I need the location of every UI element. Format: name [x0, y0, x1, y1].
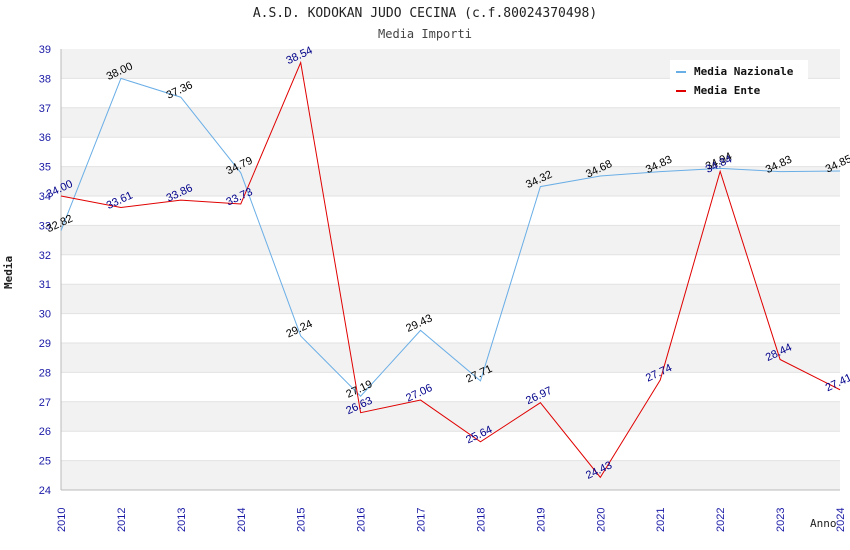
x-tick-label: 2021	[655, 508, 667, 532]
x-tick-label: 2013	[176, 508, 188, 532]
x-tick-label: 2019	[535, 508, 547, 532]
grid-band	[61, 431, 840, 461]
x-tick-label: 2020	[595, 508, 607, 532]
legend-swatch-nazionale	[676, 70, 686, 73]
x-tick-label: 2014	[236, 508, 248, 532]
series-line-0	[60, 77, 841, 397]
y-tick-label: 34	[39, 191, 51, 203]
y-tick-label: 24	[39, 485, 51, 497]
grid-band	[61, 401, 840, 432]
y-tick-label: 37	[39, 103, 51, 115]
x-tick-label: 2017	[416, 508, 428, 532]
grid-band	[61, 254, 840, 285]
y-tick-label: 28	[39, 367, 51, 379]
grid-band	[61, 107, 840, 138]
grid-band	[61, 313, 840, 343]
x-tick-label: 2018	[475, 508, 487, 532]
y-tick-label: 31	[39, 279, 51, 291]
chart-subtitle: Media Importi	[378, 27, 472, 41]
legend-label-ente: Media Ente	[694, 84, 761, 97]
y-axis-label: Media	[2, 255, 15, 289]
legend: Media Nazionale Media Ente	[670, 60, 808, 100]
legend-item-nazionale: Media Nazionale	[676, 65, 793, 78]
grid-band	[61, 137, 840, 167]
x-tick-label: 2010	[56, 508, 68, 532]
y-tick-labels: 24 25 26 27 28 29 30 31 32 33 34 35 36 37 38 39	[39, 44, 51, 497]
series-line-1	[60, 60, 841, 479]
legend-label-nazionale: Media Nazionale	[694, 65, 794, 78]
x-axis-label: Anno	[810, 517, 837, 530]
x-tick-label: 2012	[116, 508, 128, 532]
series-lines	[60, 60, 841, 479]
y-tick-label: 30	[39, 309, 51, 321]
y-tick-label: 36	[39, 132, 51, 144]
y-tick-label: 25	[39, 456, 51, 468]
x-tick-label: 2016	[356, 508, 368, 532]
grid-band	[61, 460, 840, 490]
y-tick-label: 35	[39, 162, 51, 174]
legend-swatch-ente	[676, 89, 686, 92]
chart-title: A.S.D. KODOKAN JUDO CECINA (c.f.80024370…	[252, 6, 598, 21]
y-tick-label: 26	[39, 426, 51, 438]
y-tick-label: 32	[39, 250, 51, 262]
grid-bands	[61, 49, 840, 491]
y-tick-label: 38	[39, 73, 51, 85]
x-tick-label: 2024	[835, 508, 847, 532]
grid-band	[61, 225, 840, 255]
axes	[60, 49, 840, 491]
grid-band	[61, 166, 840, 196]
x-tick-labels: 2010 2012 2013 2014 2015 2016 2017 2018 2019 2020…	[56, 508, 847, 532]
grid-band	[61, 343, 840, 373]
y-tick-label: 33	[39, 220, 51, 232]
grid-band	[61, 284, 840, 314]
legend-item-ente: Media Ente	[676, 84, 760, 97]
y-tick-label: 39	[39, 44, 51, 56]
y-tick-label: 27	[39, 397, 51, 409]
x-tick-label: 2022	[715, 508, 727, 532]
x-tick-label: 2023	[775, 508, 787, 532]
y-tick-label: 29	[39, 338, 51, 350]
x-tick-label: 2015	[296, 508, 308, 532]
grid-band	[61, 372, 840, 402]
